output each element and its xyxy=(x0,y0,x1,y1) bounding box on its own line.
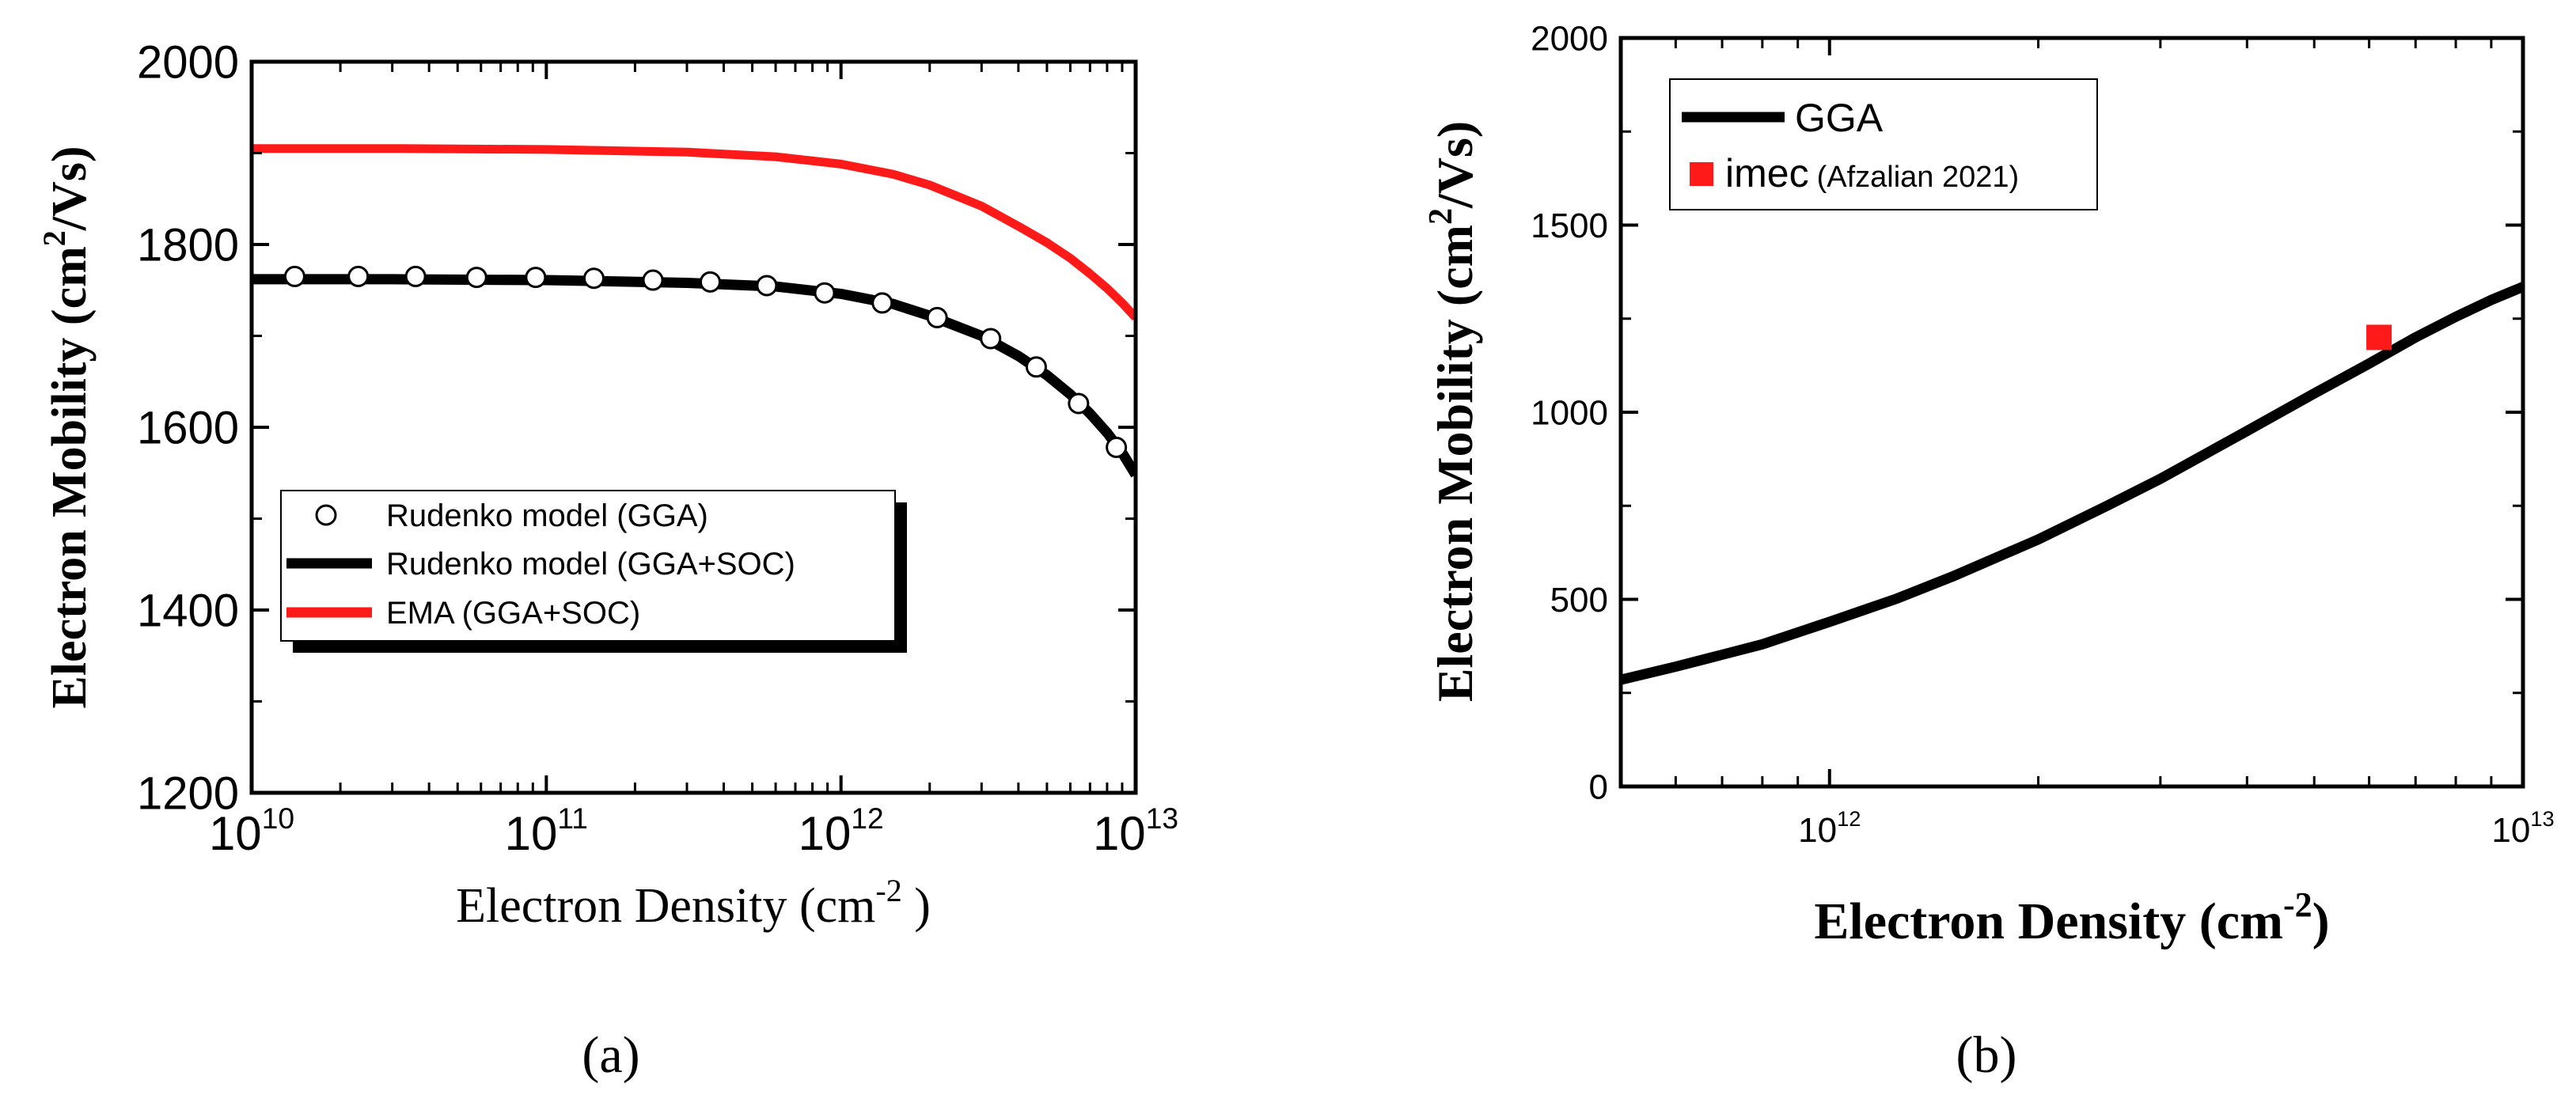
series-rudenko-soc-line xyxy=(252,274,1136,478)
series-ema-line xyxy=(252,144,1136,321)
chart-b-legend-marker-square xyxy=(1690,162,1713,186)
series-rudenko-gga-point xyxy=(283,265,305,287)
series-rudenko-gga-point xyxy=(347,265,370,287)
series-rudenko-gga-point xyxy=(699,271,721,293)
chart-a-legend-marker-circle xyxy=(315,504,337,526)
xtick-label-b-0: 1012 xyxy=(1798,806,1861,850)
chart-a-legend-label-2: Rudenko model (GGA+SOC) xyxy=(386,547,795,582)
xtick-label-a-3: 1013 xyxy=(1093,802,1178,860)
xtick-label-b-1: 1013 xyxy=(2491,806,2554,850)
series-rudenko-gga-point xyxy=(756,275,778,297)
xtick-label-a-0: 1010 xyxy=(209,802,294,860)
series-rudenko-gga-point xyxy=(404,265,427,287)
chart-b: 0 500 1000 1500 2000 1012 1013 Electron Densit… xyxy=(1423,19,2555,1084)
series-rudenko-gga-point xyxy=(926,306,948,328)
series-imec-point xyxy=(2366,324,2392,351)
chart-a-legend: Rudenko model (GGA) Rudenko model (GGA+S… xyxy=(280,490,907,653)
chart-a: 1200 1400 1600 1800 2000 1010 1011 1012 1013 Ele… xyxy=(36,36,1178,1084)
ytick-label-a-0: 1200 xyxy=(137,767,239,819)
ytick-label-b-4: 2000 xyxy=(1531,19,1608,58)
series-rudenko-gga-point xyxy=(1068,392,1090,415)
series-rudenko-gga-point xyxy=(980,328,1002,350)
ytick-label-a-3: 1800 xyxy=(137,219,239,271)
series-rudenko-gga-point xyxy=(1025,356,1047,378)
chart-a-xlabel: Electron Density (cm-2 ) xyxy=(456,873,931,933)
series-rudenko-gga-point xyxy=(642,269,664,291)
chart-a-ylabel: Electron Mobility (cm2/Vs) xyxy=(36,146,97,708)
series-rudenko-gga-point xyxy=(1106,436,1128,458)
series-rudenko-gga-point xyxy=(814,282,836,304)
xtick-label-a-2: 1012 xyxy=(799,802,884,860)
xtick-label-a-1: 1011 xyxy=(505,802,588,860)
chart-b-legend: GGA imec (Afzalian 2021) xyxy=(1669,78,2098,210)
chart-a-legend-label-3: EMA (GGA+SOC) xyxy=(386,596,640,631)
chart-a-panel-label: (a) xyxy=(582,1026,639,1084)
chart-b-legend-label-1: GGA xyxy=(1795,96,1884,140)
chart-a-legend-box xyxy=(280,490,896,642)
chart-a-plot-frame xyxy=(249,59,1138,795)
series-rudenko-gga-point xyxy=(465,267,488,289)
ytick-label-a-1: 1400 xyxy=(137,585,239,636)
chart-b-ylabel: Electron Mobility (cm2/Vs) xyxy=(1423,121,1483,702)
ytick-label-a-2: 1600 xyxy=(137,402,239,453)
ytick-label-b-3: 1500 xyxy=(1531,207,1608,245)
ytick-label-b-0: 0 xyxy=(1589,767,1608,806)
series-rudenko-gga-point xyxy=(525,267,547,289)
ytick-label-b-2: 1000 xyxy=(1531,393,1608,432)
chart-b-legend-label-2: imec (Afzalian 2021) xyxy=(1725,151,2019,195)
chart-b-legend-box xyxy=(1669,78,2098,210)
series-gga-line xyxy=(1621,282,2523,685)
ytick-label-a-4: 2000 xyxy=(137,36,239,88)
series-rudenko-gga-point xyxy=(871,292,893,314)
chart-b-xlabel: Electron Density (cm-2) xyxy=(1814,885,2329,950)
chart-b-panel-label: (b) xyxy=(1956,1026,2017,1084)
chart-a-legend-label-1: Rudenko model (GGA) xyxy=(386,498,708,533)
series-rudenko-gga-point xyxy=(582,267,605,290)
ytick-label-b-1: 500 xyxy=(1550,581,1608,620)
